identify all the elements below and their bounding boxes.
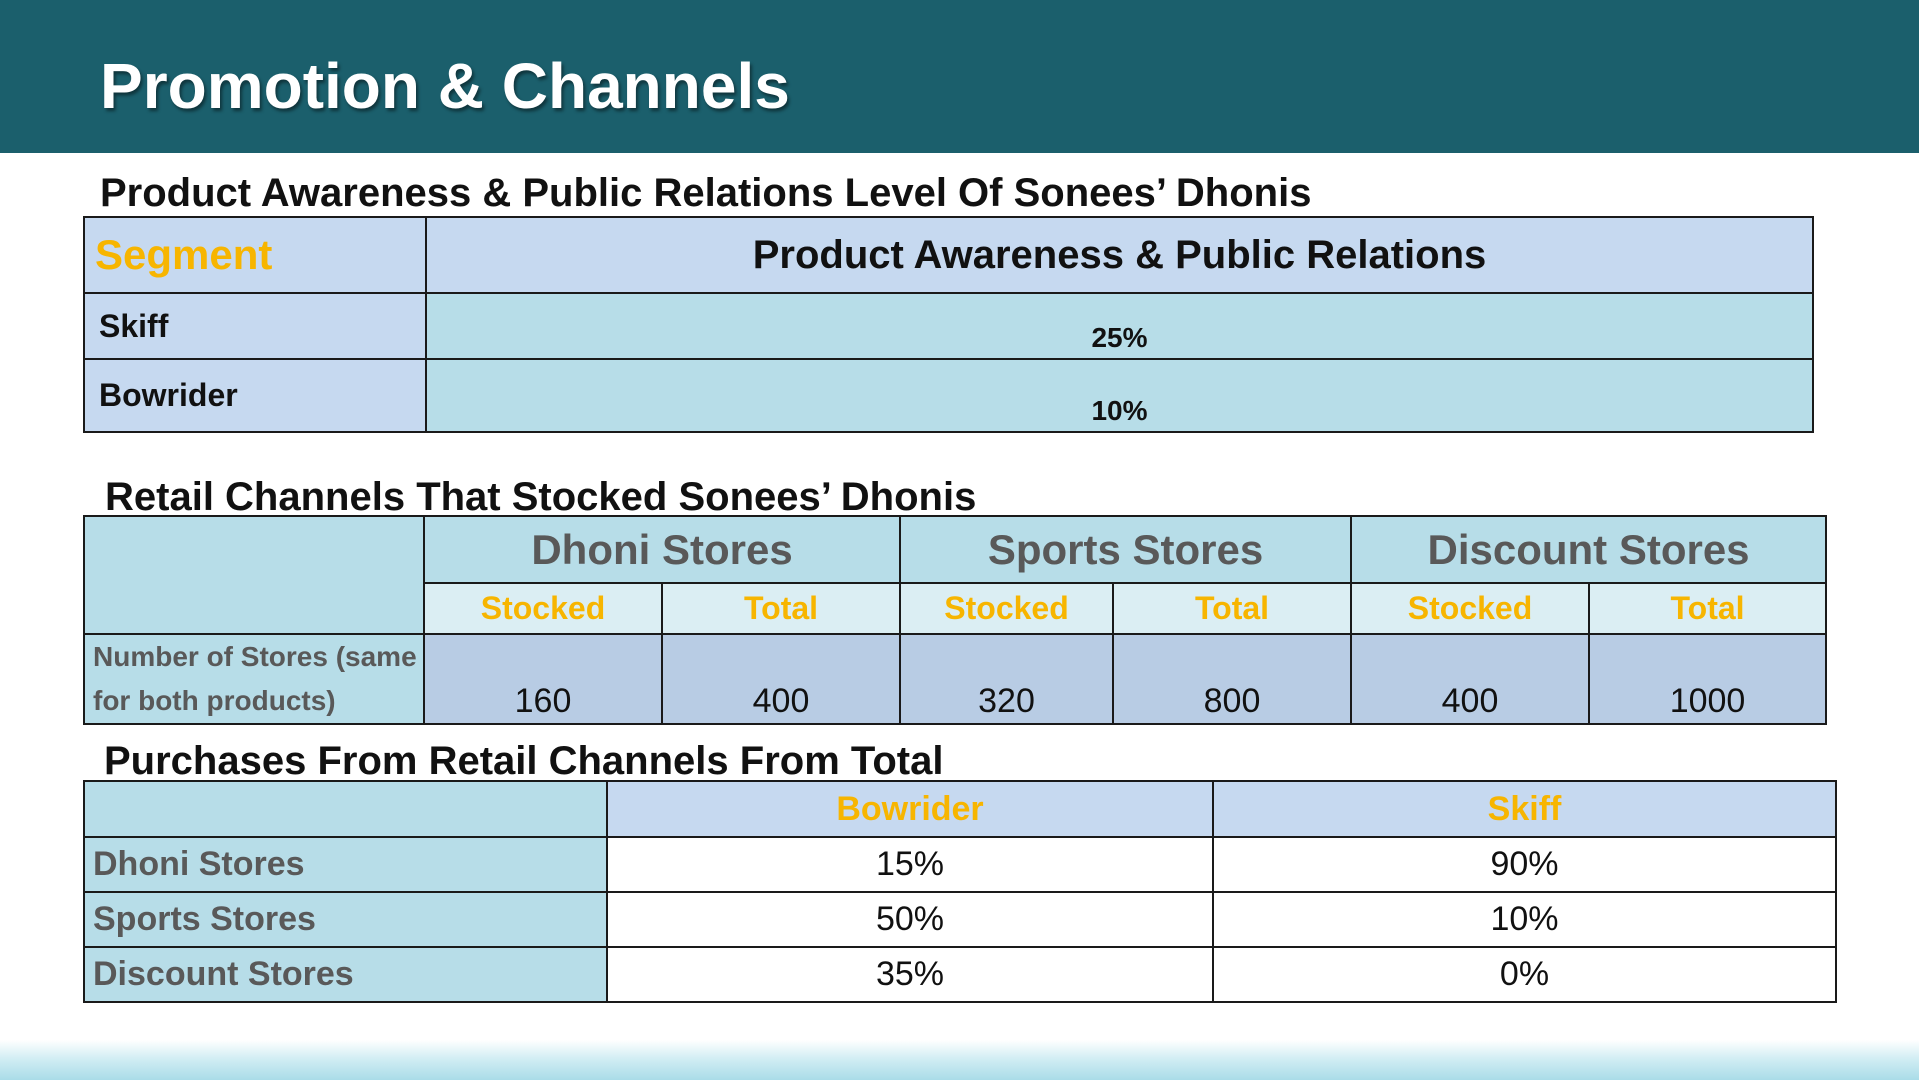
corner-cell — [83, 515, 425, 635]
group-header-dhoni: Dhoni Stores — [422, 515, 902, 584]
awareness-heading: Product Awareness & Public Relations Lev… — [100, 171, 1312, 215]
subheader-total: Total — [660, 582, 902, 635]
bowrider-value: 15% — [606, 836, 1214, 893]
column-header-skiff: Skiff — [1212, 780, 1837, 838]
purchases-heading: Purchases From Retail Channels From Tota… — [104, 739, 944, 783]
retail-heading: Retail Channels That Stocked Sonees’ Dho… — [105, 475, 977, 519]
retail-group-row: Dhoni Stores Sports Stores Discount Stor… — [83, 515, 1828, 635]
awareness-value: 10% — [425, 358, 1814, 433]
awareness-column-header: Product Awareness & Public Relations — [425, 216, 1814, 294]
segment-column-header: Segment — [83, 216, 427, 294]
footer-band — [0, 1040, 1919, 1080]
column-header-bowrider: Bowrider — [606, 780, 1214, 838]
table-row: Dhoni Stores 15% 90% — [83, 836, 1837, 893]
channel-label: Discount Stores — [83, 946, 608, 1003]
store-count-value: 400 — [660, 633, 902, 725]
store-count-value: 1000 — [1588, 633, 1828, 725]
page-title: Promotion & Channels — [100, 50, 790, 122]
segment-label: Skiff — [83, 292, 427, 360]
skiff-value: 0% — [1212, 946, 1837, 1003]
purchases-table: Bowrider Skiff Dhoni Stores 15% 90% Spor… — [83, 780, 1837, 1003]
retail-table: Dhoni Stores Sports Stores Discount Stor… — [83, 515, 1828, 725]
skiff-value: 10% — [1212, 891, 1837, 948]
subheader-total: Total — [1112, 582, 1353, 635]
table-row: Skiff 25% — [83, 292, 1814, 360]
awareness-header-row: Segment Product Awareness & Public Relat… — [83, 216, 1814, 294]
table-row: Number of Stores (same for both products… — [83, 633, 1828, 725]
channel-label: Sports Stores — [83, 891, 608, 948]
awareness-table: Segment Product Awareness & Public Relat… — [83, 216, 1814, 433]
bowrider-value: 50% — [606, 891, 1214, 948]
group-header-sports: Sports Stores — [899, 515, 1353, 584]
purchases-header-row: Bowrider Skiff — [83, 780, 1837, 838]
subheader-total: Total — [1588, 582, 1828, 635]
skiff-value: 90% — [1212, 836, 1837, 893]
bowrider-value: 35% — [606, 946, 1214, 1003]
title-bar: Promotion & Channels — [0, 0, 1919, 153]
channel-label: Dhoni Stores — [83, 836, 608, 893]
retail-subheader-row: Stocked Total Stocked Total Stocked Tota… — [84, 582, 1828, 635]
subheader-stocked: Stocked — [1350, 582, 1591, 635]
awareness-value: 25% — [425, 292, 1814, 360]
store-count-value: 320 — [899, 633, 1115, 725]
table-row: Discount Stores 35% 0% — [83, 946, 1837, 1003]
group-header-discount: Discount Stores — [1350, 515, 1828, 584]
store-count-value: 800 — [1112, 633, 1353, 725]
store-count-label: Number of Stores (same for both products… — [83, 633, 425, 725]
segment-label: Bowrider — [83, 358, 427, 433]
subheader-stocked: Stocked — [899, 582, 1115, 635]
subheader-stocked: Stocked — [423, 582, 663, 635]
store-count-value: 160 — [423, 633, 663, 725]
table-row: Bowrider 10% — [83, 358, 1814, 433]
table-row: Sports Stores 50% 10% — [83, 891, 1837, 948]
corner-cell — [83, 780, 608, 838]
store-count-value: 400 — [1350, 633, 1591, 725]
